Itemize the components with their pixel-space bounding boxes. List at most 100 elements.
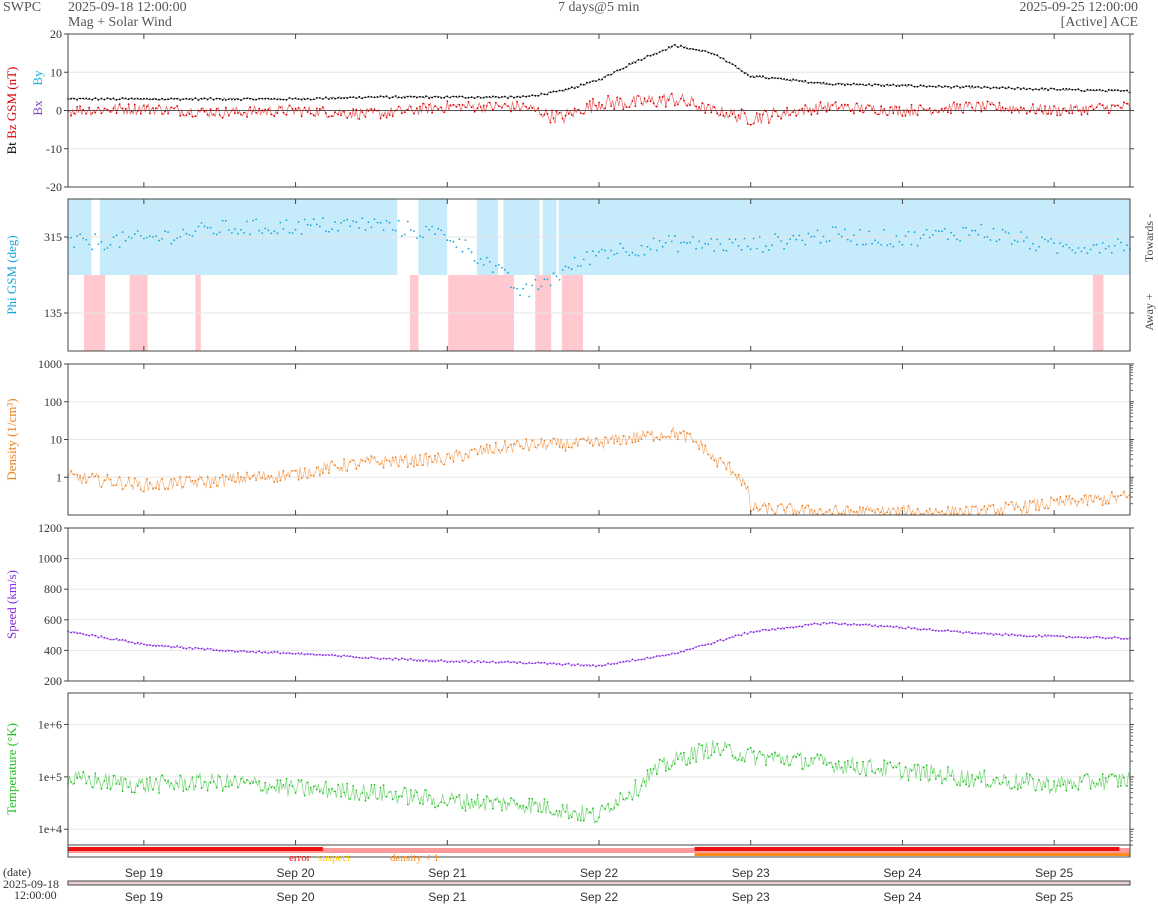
data-point [998,238,1001,241]
data-point [267,108,270,111]
data-point [376,96,379,98]
data-point [349,96,352,98]
data-point [428,228,430,231]
data-point [485,795,488,797]
data-point [488,444,491,447]
data-point [194,785,197,788]
data-point [103,98,106,101]
data-point [849,623,852,626]
data-point [1032,242,1034,245]
data-point [100,486,103,488]
data-point [616,69,619,72]
data-point [755,507,758,509]
data-point [370,226,373,229]
data-point [406,466,409,469]
data-point [1092,500,1095,503]
data-point [592,664,594,666]
data-point [734,634,737,637]
data-point [234,112,236,114]
data-point [877,508,880,511]
data-point [695,441,697,443]
data-point [237,650,239,653]
data-point [1104,90,1107,93]
data-point [340,795,342,798]
data-point [273,97,276,100]
data-point [628,254,631,257]
y-tick-label: 20 [50,27,62,41]
data-point [892,245,895,248]
data-point [70,236,72,239]
data-point [224,219,227,222]
data-point [983,632,986,634]
data-point [121,790,124,793]
away-label: Away + [1142,293,1156,331]
data-point [94,97,97,100]
data-point [185,647,188,650]
data-point [807,82,810,84]
data-point [1013,508,1016,511]
data-point [904,84,907,87]
data-point [516,802,518,805]
data-point [783,248,785,250]
data-point [1126,102,1128,105]
data-point [543,439,546,442]
data-point [282,784,285,786]
data-point [1022,635,1025,638]
data-point [337,783,339,786]
data-point [1083,90,1086,93]
data-point [139,97,142,100]
data-point [931,85,934,88]
data-point [598,251,600,253]
data-point [507,271,509,274]
data-point [1019,88,1022,91]
data-point [965,631,967,633]
data-point [765,764,767,767]
data-point [941,86,943,88]
data-point [919,84,922,87]
data-point [255,479,257,481]
data-point [437,96,440,98]
data-point [388,657,391,660]
data-point [1120,638,1122,640]
data-point [70,631,72,634]
data-point [325,230,327,233]
data-point [725,468,728,471]
data-point [1044,507,1046,510]
data-point [610,437,612,440]
series-density-line [67,425,1131,516]
data-point [1059,242,1062,244]
data-point [537,810,540,813]
data-point [913,764,916,766]
data-point [919,237,922,240]
data-point [862,111,864,114]
data-point [297,106,300,109]
legend-by: By [30,70,45,86]
data-point [479,661,482,664]
data-point [576,86,579,89]
data-point [112,638,115,641]
data-point [194,646,197,649]
data-point [300,115,303,118]
data-point [428,104,430,106]
data-point [155,107,157,110]
data-point [792,111,795,113]
data-point [522,287,524,290]
data-point [582,112,585,115]
data-point [1107,637,1110,640]
data-point [874,511,876,514]
data-point [355,656,358,659]
data-point [519,96,521,99]
data-point [109,788,112,791]
data-point [886,83,889,86]
data-point [941,230,943,233]
data-point [167,645,170,648]
data-point [1007,109,1010,112]
data-point [956,513,958,515]
data-point [965,85,967,87]
data-point [728,115,731,117]
data-point [1016,240,1019,243]
data-point [285,99,288,101]
data-point [846,238,849,241]
brand-label: SWPC [3,0,42,15]
data-point [555,663,558,666]
